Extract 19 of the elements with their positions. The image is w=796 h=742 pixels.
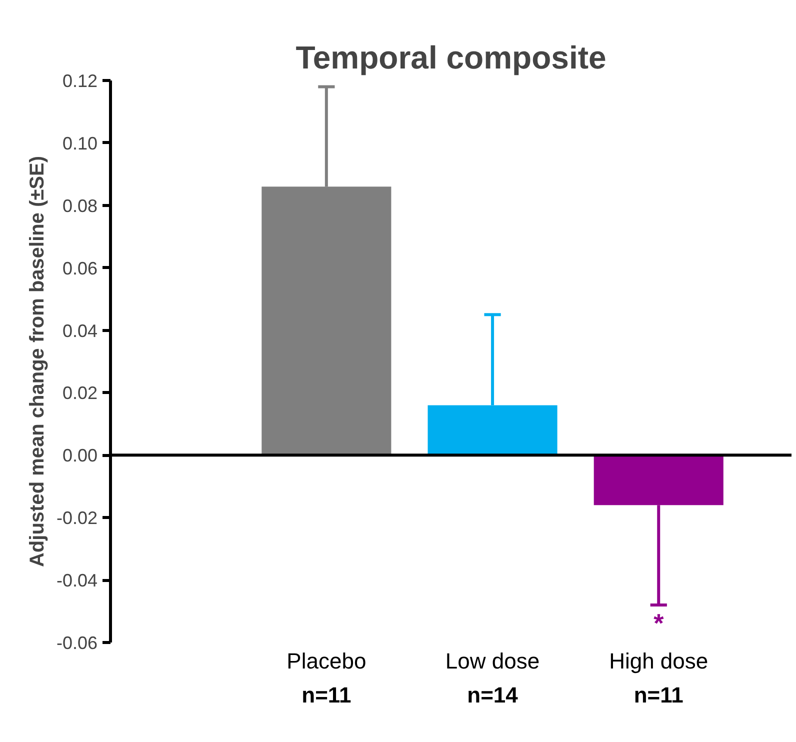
y-tick-label: 0.08 xyxy=(62,196,98,216)
annotation: * xyxy=(654,608,665,638)
x-tick-label: Placebo xyxy=(286,648,366,674)
chart-title: Temporal composite xyxy=(296,40,606,76)
x-tick-label: High dose xyxy=(609,648,708,674)
text: n=14 xyxy=(467,682,519,708)
y-tick-label: 0.00 xyxy=(62,446,98,466)
y-tick-label: 0.12 xyxy=(62,71,98,91)
y-tick-label: 0.10 xyxy=(62,133,98,154)
x-tick-label: Low dose xyxy=(445,648,540,674)
y-tick-label: 0.06 xyxy=(62,258,98,278)
text: n=11 xyxy=(634,682,684,708)
text: n=11 xyxy=(302,682,352,708)
y-tick-label: -0.04 xyxy=(56,570,98,591)
y-tick-label: -0.06 xyxy=(56,633,98,653)
y-tick-label: 0.02 xyxy=(62,383,98,404)
y-tick-label: -0.02 xyxy=(56,508,98,528)
y-tick-label: 0.04 xyxy=(62,320,98,341)
y-axis-title: Adjusted mean change from baseline (±SE) xyxy=(26,156,48,568)
